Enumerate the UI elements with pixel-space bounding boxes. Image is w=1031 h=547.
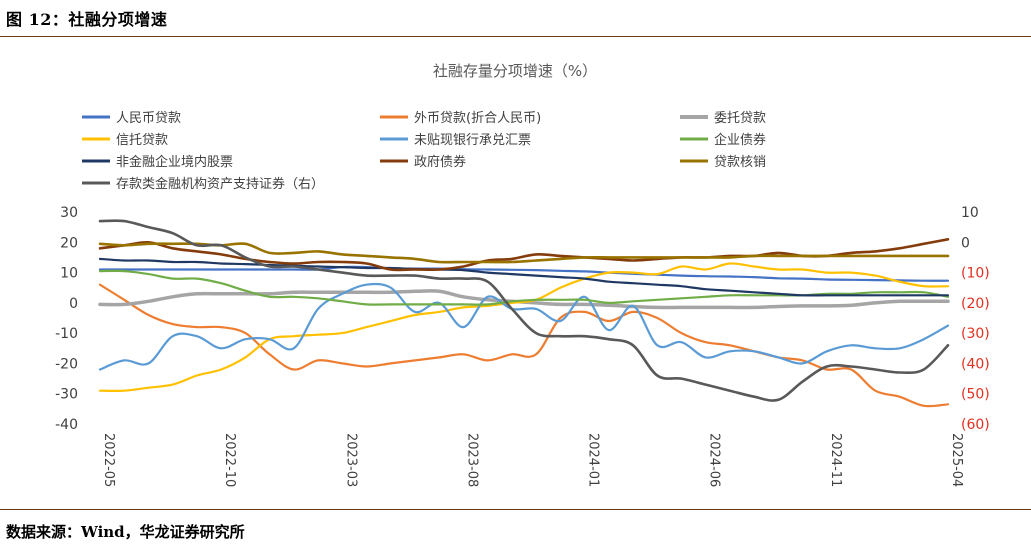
y-right-tick-label: (20)	[961, 296, 990, 312]
source-note: 数据来源：Wind，华龙证券研究所	[6, 523, 245, 541]
x-tick-label: 2022-05	[101, 433, 116, 487]
y-left-tick-label: -20	[55, 356, 78, 372]
y-left-tick-label: 0	[69, 296, 78, 312]
chart-title: 社融存量分项增速（%）	[433, 62, 597, 80]
series-lines	[98, 219, 950, 408]
y-right-tick-label: 0	[961, 235, 970, 251]
y-right-tick-label: (10)	[961, 266, 990, 282]
legend-label: 企业债券	[714, 132, 766, 148]
y-right-tick-label: 10	[961, 205, 979, 221]
x-tick-label: 2024-06	[707, 433, 722, 487]
y-left-tick-label: -10	[55, 326, 78, 342]
series-line	[98, 262, 950, 393]
legend-label: 委托贷款	[714, 111, 766, 126]
series-line	[98, 283, 950, 408]
x-tick-label: 2024-01	[586, 433, 601, 487]
y-right-tick-label: (30)	[961, 326, 990, 342]
y-left-tick-label: -40	[55, 417, 78, 433]
legend-label: 非金融企业境内股票	[116, 154, 233, 170]
x-tick-label: 2024-11	[828, 433, 843, 487]
figure-title: 图 12：社融分项增速	[6, 10, 168, 29]
x-tick-label: 2022-10	[222, 433, 237, 487]
bottom-rule	[0, 509, 1031, 510]
legend-label: 人民币贷款	[116, 111, 181, 126]
y-right-tick-label: (40)	[961, 356, 990, 372]
x-tick-label: 2023-03	[343, 433, 358, 487]
x-tick-label: 2023-08	[464, 433, 479, 487]
axes: 30 20 10 0 -10 -20 -30 -40 10 0 (10) (20) (30) (40) (5…	[55, 205, 990, 487]
series-line	[98, 282, 950, 371]
legend-label: 政府债券	[414, 154, 466, 170]
y-right-tick-label: (50)	[961, 387, 990, 403]
series-line	[98, 242, 950, 264]
series-line	[98, 219, 950, 402]
legend-label: 未贴现银行承兑汇票	[414, 133, 531, 148]
y-left-tick-label: 30	[60, 205, 78, 221]
series-line	[98, 265, 950, 282]
y-right-tick-label: (60)	[961, 417, 990, 433]
x-tick-label: 2025-04	[949, 433, 964, 487]
y-left-tick-label: 10	[60, 266, 78, 282]
y-left-tick-label: 20	[60, 235, 78, 251]
series-line	[98, 257, 950, 297]
legend-label: 信托贷款	[116, 133, 168, 148]
y-left-tick-label: -30	[55, 387, 78, 403]
top-rule	[0, 36, 1031, 37]
legend-label: 外币贷款(折合人民币)	[414, 111, 541, 126]
legend-label: 存款类金融机构资产支持证券（右）	[116, 176, 324, 192]
legend-label: 贷款核销	[714, 155, 766, 170]
